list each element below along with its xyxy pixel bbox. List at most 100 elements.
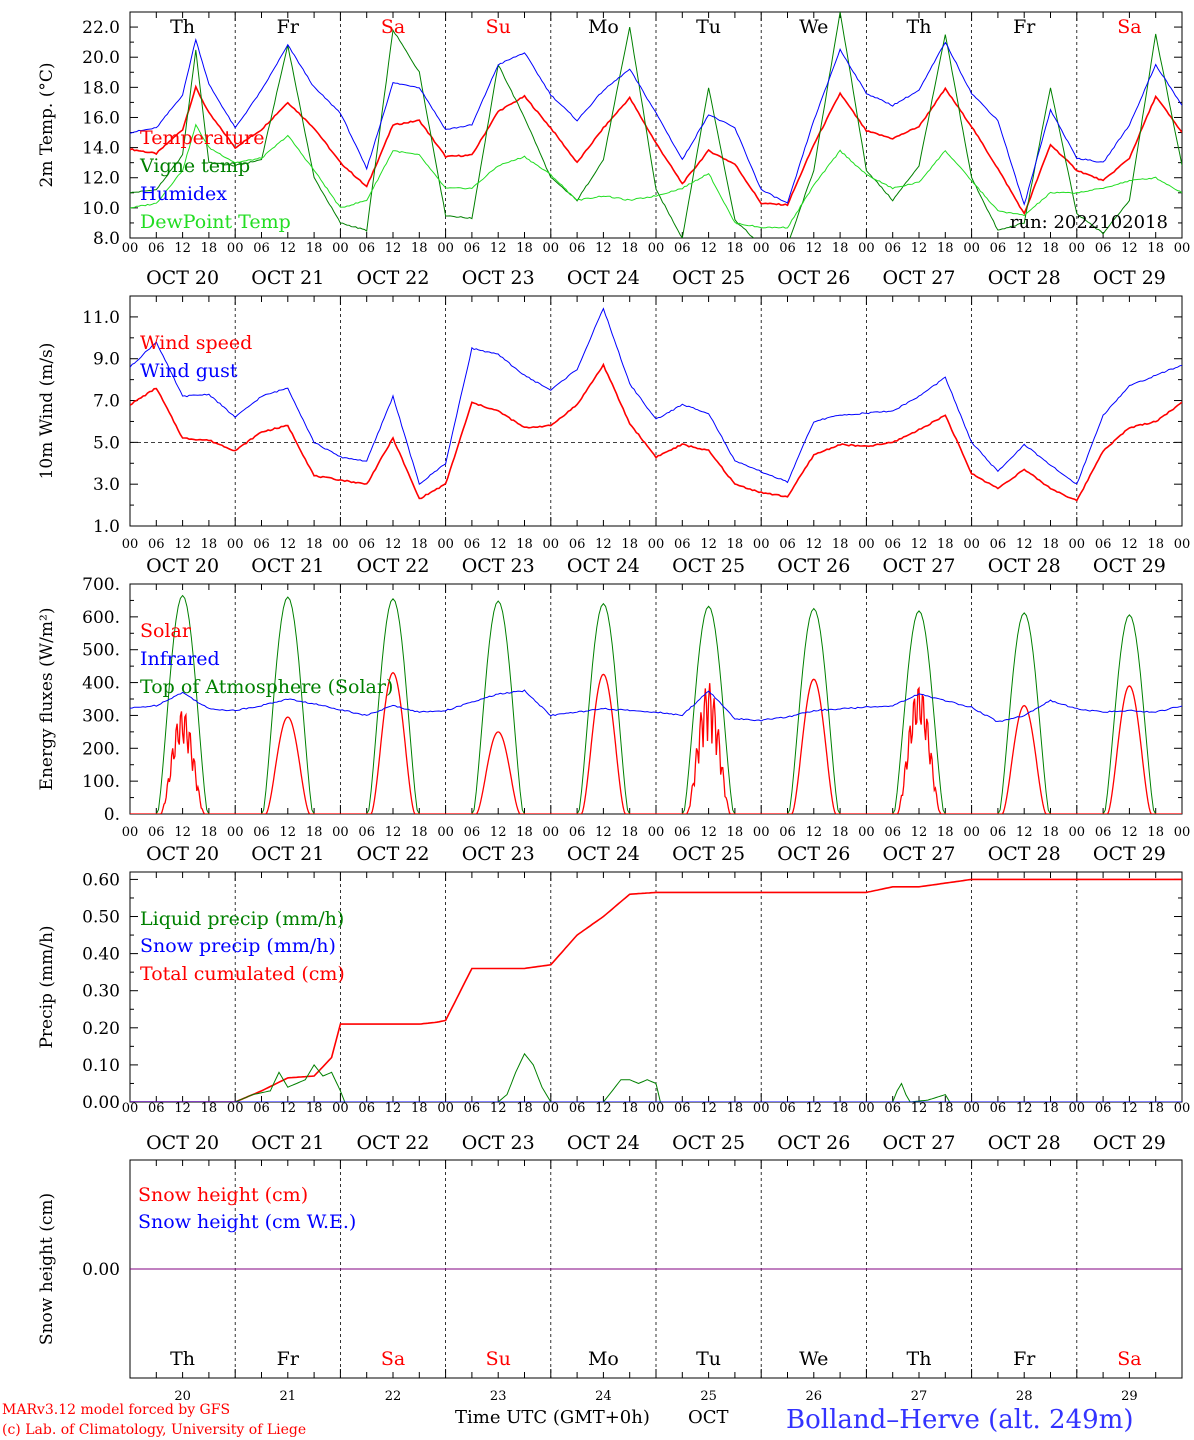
legend-entry: Snow height (cm) [138, 1184, 308, 1206]
hour-tick-label: 12 [490, 825, 507, 840]
hour-tick-label: 06 [884, 825, 901, 840]
day-label: Sa [381, 1348, 405, 1370]
hour-tick-label: 00 [437, 1101, 454, 1116]
chart-panel: 0.00 Snow height (cm) Th Fr Sa Su Mo Tu We Th Fr Sa… [37, 1159, 1183, 1404]
hour-tick-label: 18 [1042, 537, 1059, 552]
date-label: OCT 27 [882, 843, 955, 865]
series-line [130, 307, 1182, 486]
date-label: OCT 26 [777, 555, 850, 577]
hour-tick-label: 00 [1069, 537, 1086, 552]
y-tick-label: 100. [82, 772, 120, 792]
hour-tick-label: 12 [280, 537, 297, 552]
date-label: OCT 27 [882, 555, 955, 577]
hour-tick-label: 00 [227, 537, 244, 552]
hour-tick-label: 18 [411, 241, 428, 256]
hour-tick-label: 00 [858, 241, 875, 256]
hour-tick-label: 06 [1095, 1101, 1112, 1116]
hour-tick-label: 06 [569, 825, 586, 840]
hour-tick-label: 12 [911, 537, 928, 552]
date-label: OCT 22 [356, 267, 429, 289]
series-line [130, 38, 1182, 206]
hour-tick-label: 00 [963, 241, 980, 256]
hour-tick-label: 00 [227, 825, 244, 840]
hour-tick-label: 18 [832, 1101, 849, 1116]
y-tick-label: 700. [82, 575, 120, 595]
date-label: OCT 28 [988, 267, 1061, 289]
hour-tick-label: 12 [911, 1101, 928, 1116]
hour-tick-label: 06 [990, 537, 1007, 552]
month-label: OCT [688, 1407, 729, 1428]
legend-entry: Liquid precip (mm/h) [140, 908, 344, 930]
hour-tick-label: 00 [1174, 537, 1191, 552]
hour-tick-label: 06 [569, 537, 586, 552]
hour-tick-label: 06 [779, 1101, 796, 1116]
day-label: Sa [1117, 16, 1141, 38]
hour-tick-label: 06 [990, 1101, 1007, 1116]
y-tick-label: 18.0 [82, 78, 120, 98]
hour-tick-label: 18 [516, 537, 533, 552]
hour-tick-label: 00 [1069, 1101, 1086, 1116]
series-line [130, 362, 1182, 502]
y-tick-label: 400. [82, 674, 120, 694]
hour-tick-label: 12 [490, 241, 507, 256]
hour-tick-label: 06 [464, 537, 481, 552]
hour-tick-label: 12 [385, 241, 402, 256]
y-tick-label: 500. [82, 641, 120, 661]
day-label: We [799, 1348, 828, 1370]
hour-tick-label: 06 [884, 1101, 901, 1116]
hour-tick-label: 00 [753, 537, 770, 552]
date-label: OCT 20 [146, 267, 219, 289]
series-line [130, 123, 1182, 229]
hour-tick-label: 18 [621, 241, 638, 256]
y-axis-label: Snow height (cm) [37, 1193, 57, 1345]
date-label: OCT 23 [462, 267, 535, 289]
date-label: OCT 21 [251, 1132, 324, 1154]
date-number: 23 [490, 1389, 507, 1404]
series-line-toa-solar [130, 594, 1182, 814]
hour-tick-label: 00 [753, 825, 770, 840]
run-label: run: 2022102018 [1010, 212, 1168, 233]
hour-tick-label: 00 [648, 241, 665, 256]
hour-tick-label: 06 [358, 537, 375, 552]
hour-tick-label: 12 [1121, 825, 1138, 840]
date-label: OCT 22 [356, 1132, 429, 1154]
chart-panel: 1.0 3.0 5.0 7.0 9.0 11.0 10m Wind (m/s) 00 06 12 1… [37, 295, 1191, 577]
hour-tick-label: 12 [1016, 1101, 1033, 1116]
hour-tick-label: 18 [306, 825, 323, 840]
hour-tick-label: 06 [358, 241, 375, 256]
y-tick-label: 0.50 [82, 908, 120, 928]
hour-tick-label: 06 [1095, 241, 1112, 256]
x-axis-label: Time UTC (GMT+0h) [455, 1407, 650, 1428]
day-label: Mo [588, 1348, 619, 1370]
chart-panel: 0. 100. 200. 300. 400. 500. 600. 700. Energy flu… [37, 575, 1190, 865]
date-number: 29 [1121, 1389, 1138, 1404]
series-line [130, 1052, 1182, 1102]
hour-tick-label: 18 [727, 241, 744, 256]
hour-tick-label: 00 [1174, 825, 1191, 840]
date-label: OCT 24 [567, 843, 640, 865]
hour-tick-label: 12 [174, 825, 191, 840]
hour-tick-label: 06 [1095, 537, 1112, 552]
credit-line-2: (c) Lab. of Climatology, University of L… [2, 1422, 306, 1438]
hour-tick-label: 06 [148, 241, 165, 256]
legend-entry: Infrared [140, 648, 220, 670]
hour-tick-label: 18 [727, 825, 744, 840]
hour-tick-label: 12 [490, 1101, 507, 1116]
hour-tick-label: 12 [806, 825, 823, 840]
y-tick-label: 0.60 [82, 870, 120, 890]
hour-tick-label: 12 [385, 825, 402, 840]
date-label: OCT 23 [462, 1132, 535, 1154]
series-group [130, 307, 1182, 502]
date-label: OCT 22 [356, 555, 429, 577]
date-label: OCT 29 [1093, 843, 1166, 865]
hour-tick-label: 06 [990, 241, 1007, 256]
hour-tick-label: 06 [148, 1101, 165, 1116]
hour-tick-label: 18 [937, 825, 954, 840]
y-tick-label: 200. [82, 739, 120, 759]
hour-tick-label: 06 [674, 241, 691, 256]
hour-tick-label: 06 [674, 825, 691, 840]
hour-tick-label: 06 [1095, 825, 1112, 840]
hour-tick-label: 12 [806, 1101, 823, 1116]
legend-entry: Wind speed [140, 332, 252, 354]
hour-tick-label: 12 [174, 1101, 191, 1116]
